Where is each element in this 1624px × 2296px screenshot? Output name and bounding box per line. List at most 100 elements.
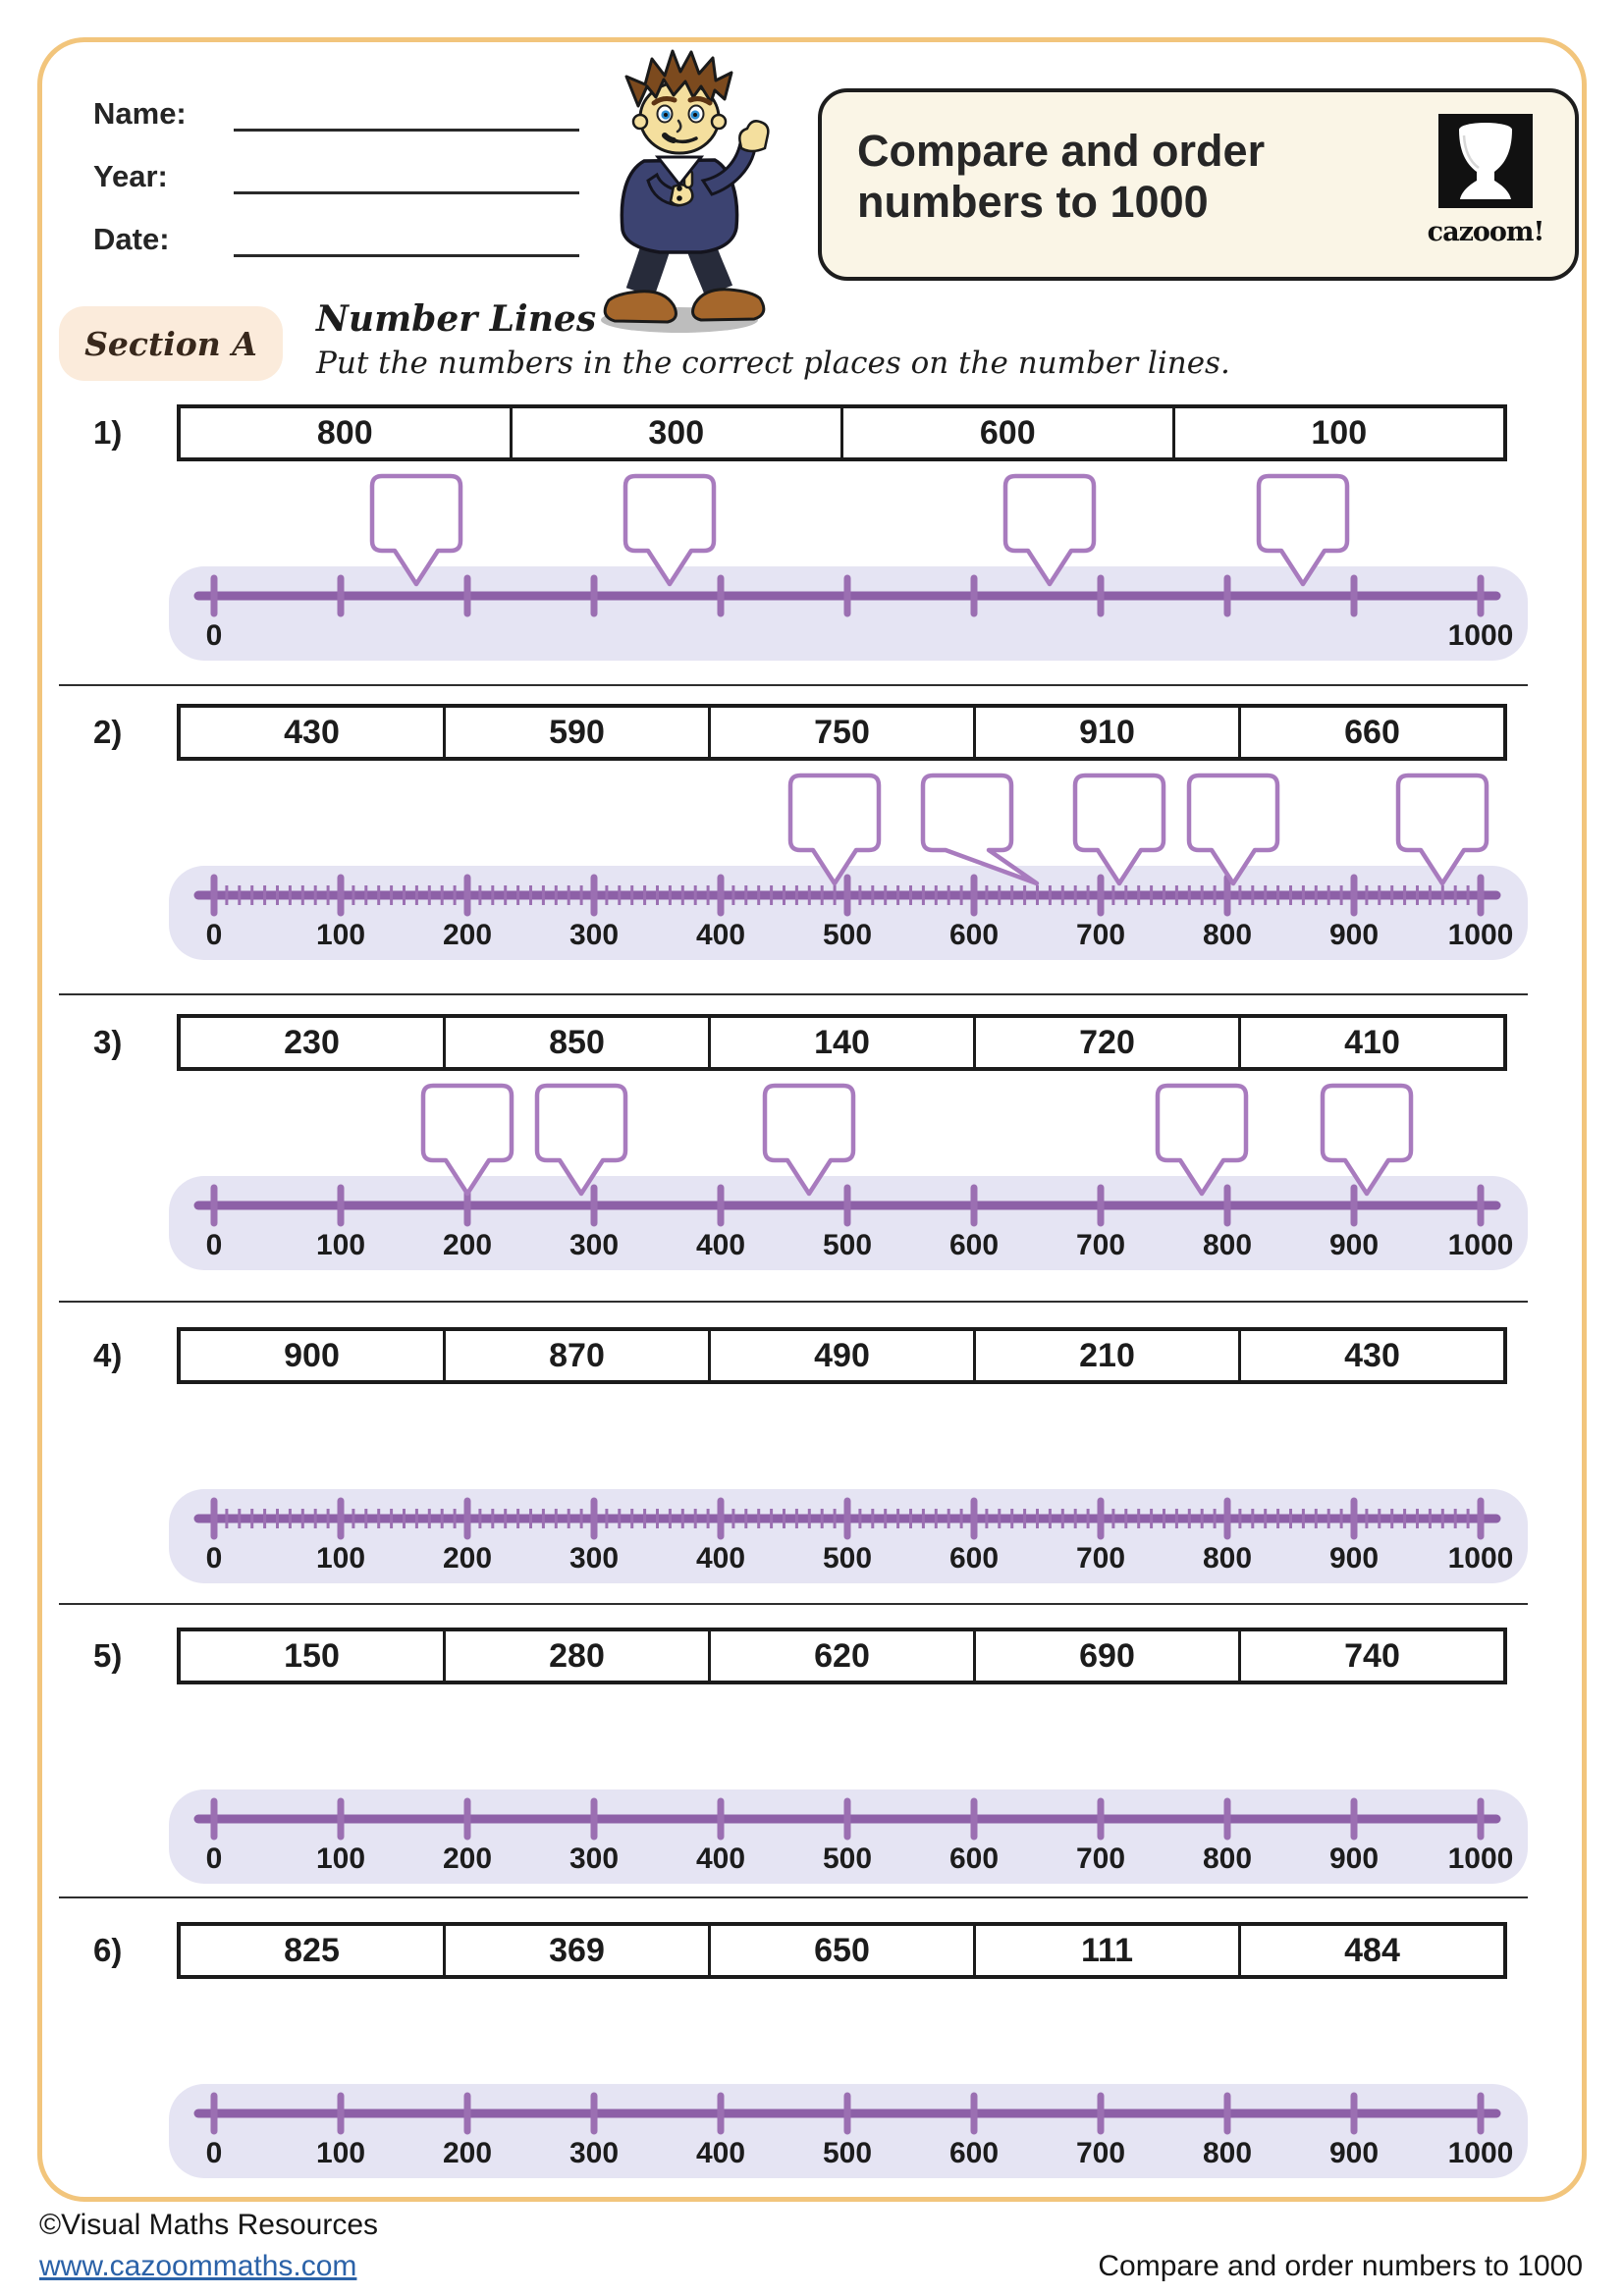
tick-label: 200 bbox=[443, 1842, 492, 1875]
number-line: 0 100 200 300 400 500 600 700 800 900 1000 bbox=[193, 1497, 1514, 1575]
tick-label: 400 bbox=[696, 1842, 745, 1875]
problem-divider bbox=[59, 684, 1528, 686]
number-cell: 100 bbox=[1171, 408, 1504, 457]
problem-divider bbox=[59, 1896, 1528, 1898]
tick-label: 1000 bbox=[1448, 1842, 1514, 1875]
section-a-badge: Section A bbox=[59, 306, 283, 381]
answer-bubble[interactable] bbox=[961, 473, 1138, 589]
tick-label: 700 bbox=[1076, 1542, 1125, 1575]
answer-bubble[interactable] bbox=[879, 773, 1056, 888]
year-label: Year: bbox=[93, 159, 168, 193]
number-cell: 140 bbox=[708, 1018, 973, 1067]
tick-label: 600 bbox=[949, 1542, 999, 1575]
tick-label: 600 bbox=[949, 1229, 999, 1261]
tick-label: 1000 bbox=[1448, 2137, 1514, 2169]
problem-divider bbox=[59, 1301, 1528, 1303]
numbers-table: 430 590 750 910 660 bbox=[177, 704, 1507, 761]
number-cell: 280 bbox=[443, 1631, 708, 1681]
tick-label: 500 bbox=[823, 919, 872, 951]
worksheet-title: Compare and order numbers to 1000 bbox=[857, 126, 1266, 228]
number-cell: 900 bbox=[284, 1336, 340, 1374]
tick-label: 100 bbox=[316, 1842, 365, 1875]
tick-labels: 0 100 200 300 400 500 600 700 800 900 1000 bbox=[206, 919, 1514, 951]
number-line-track: 0 1000 bbox=[169, 566, 1528, 661]
footer-worksheet-name: Compare and order numbers to 1000 bbox=[1098, 2250, 1583, 2282]
major-ticks bbox=[210, 1184, 1485, 1227]
answer-bubble[interactable] bbox=[493, 1083, 670, 1199]
date-field-row: Date: bbox=[93, 212, 584, 257]
answer-bubble[interactable] bbox=[721, 1083, 897, 1199]
problem-number: 5) bbox=[93, 1637, 123, 1674]
tick-label: 400 bbox=[696, 1229, 745, 1261]
number-cell: 850 bbox=[443, 1018, 708, 1067]
tick-label: 200 bbox=[443, 1229, 492, 1261]
answer-bubble[interactable] bbox=[1145, 773, 1322, 888]
tick-label: 300 bbox=[569, 919, 619, 951]
number-cell: 720 bbox=[973, 1018, 1238, 1067]
number-cell: 910 bbox=[973, 708, 1238, 757]
year-input-line[interactable] bbox=[234, 159, 579, 194]
cazoommaths-link[interactable]: www.cazoommaths.com bbox=[39, 2250, 357, 2282]
page-border-frame bbox=[37, 37, 1587, 2202]
tick-label: 900 bbox=[1329, 1842, 1379, 1875]
problem-header: 2) 430 590 750 910 660 bbox=[93, 704, 1532, 761]
answer-bubble[interactable] bbox=[1113, 1083, 1290, 1199]
problem-1: 1) 800 300 600 100 0 1000 bbox=[93, 404, 1532, 665]
problem-divider bbox=[59, 993, 1528, 995]
number-cell: 300 bbox=[509, 408, 841, 457]
number-cell: 230 bbox=[284, 1023, 340, 1061]
answer-bubble[interactable] bbox=[1031, 773, 1208, 888]
tick-label: 900 bbox=[1329, 919, 1379, 951]
minor-ticks bbox=[225, 885, 1470, 905]
answer-bubble[interactable] bbox=[746, 773, 923, 888]
section-heading: Number Lines bbox=[316, 298, 597, 340]
name-input-line[interactable] bbox=[234, 96, 579, 132]
number-cell: 410 bbox=[1238, 1018, 1503, 1067]
tick-label: 600 bbox=[949, 1842, 999, 1875]
number-cell: 369 bbox=[443, 1926, 708, 1975]
answer-bubble[interactable] bbox=[1354, 773, 1531, 888]
mascot-boy-thumbs-up bbox=[601, 49, 770, 333]
tick-label: 600 bbox=[949, 2137, 999, 2169]
numbers-table: 230 850 140 720 410 bbox=[177, 1014, 1507, 1071]
tick-label: 700 bbox=[1076, 919, 1125, 951]
answer-bubble[interactable] bbox=[1278, 1083, 1455, 1199]
date-input-line[interactable] bbox=[234, 222, 579, 257]
answer-bubble[interactable] bbox=[581, 473, 758, 589]
number-cell: 650 bbox=[708, 1926, 973, 1975]
number-cell: 430 bbox=[284, 713, 340, 751]
number-cell: 620 bbox=[708, 1631, 973, 1681]
footer-left: ©Visual Maths Resources www.cazoommaths.… bbox=[39, 2209, 378, 2283]
number-cell: 590 bbox=[443, 708, 708, 757]
number-line-track: 0 100 200 300 400 500 600 700 800 900 1000 bbox=[169, 866, 1528, 960]
tick-label: 900 bbox=[1329, 2137, 1379, 2169]
tick-label: 0 bbox=[206, 1542, 223, 1575]
tick-labels: 0 100 200 300 400 500 600 700 800 900 1000 bbox=[206, 2137, 1514, 2169]
numbers-table: 825 369 650 111 484 bbox=[177, 1922, 1507, 1979]
major-ticks bbox=[210, 874, 1485, 917]
answer-bubble[interactable] bbox=[328, 473, 505, 589]
number-cell: 740 bbox=[1238, 1631, 1503, 1681]
tick-label: 500 bbox=[823, 2137, 872, 2169]
tick-label: 500 bbox=[823, 1229, 872, 1261]
problem-3: 3) 230 850 140 720 410 0 100 200 300 400 500 600 700 8… bbox=[93, 1014, 1532, 1274]
year-field-row: Year: bbox=[93, 149, 584, 194]
problem-5: 5) 150 280 620 690 740 0 100 200 300 400 500 600 700 8… bbox=[93, 1628, 1532, 1888]
tick-label: 1000 bbox=[1448, 619, 1514, 652]
problem-6: 6) 825 369 650 111 484 0 100 200 300 400 500 600 700 8… bbox=[93, 1922, 1532, 2182]
minor-ticks bbox=[225, 1509, 1470, 1528]
number-cell: 490 bbox=[708, 1331, 973, 1380]
number-line: 0 100 200 300 400 500 600 700 800 900 1000 bbox=[193, 2092, 1514, 2169]
tick-label: 600 bbox=[949, 919, 999, 951]
answer-bubble[interactable] bbox=[379, 1083, 556, 1199]
number-cell: 484 bbox=[1238, 1926, 1503, 1975]
tick-label: 200 bbox=[443, 2137, 492, 2169]
answer-bubble[interactable] bbox=[1215, 473, 1391, 589]
number-cell: 430 bbox=[1238, 1331, 1503, 1380]
problem-header: 3) 230 850 140 720 410 bbox=[93, 1014, 1532, 1071]
tick-label: 900 bbox=[1329, 1229, 1379, 1261]
tick-labels: 0 100 200 300 400 500 600 700 800 900 1000 bbox=[206, 1542, 1514, 1575]
tick-label: 300 bbox=[569, 1542, 619, 1575]
number-line-track: 0 100 200 300 400 500 600 700 800 900 1000 bbox=[169, 2084, 1528, 2178]
